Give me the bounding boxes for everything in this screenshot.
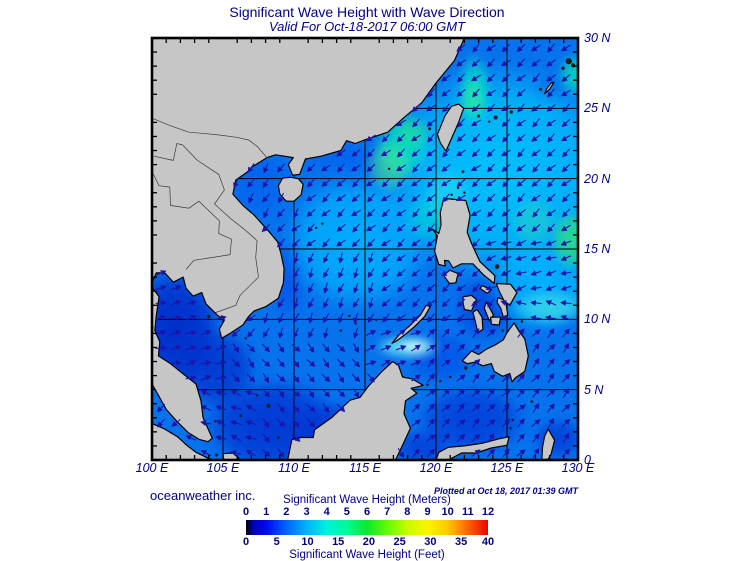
small-island: [511, 419, 513, 421]
small-island: [239, 414, 242, 417]
small-island: [561, 67, 564, 70]
small-island: [494, 115, 498, 119]
small-island: [488, 120, 490, 122]
feet-tick-label: 5: [265, 536, 289, 548]
small-island: [245, 337, 247, 339]
small-island: [462, 170, 465, 173]
small-island: [502, 329, 504, 331]
small-island: [426, 384, 428, 386]
x-tick-label: 120 E: [406, 461, 466, 475]
small-island: [449, 376, 451, 378]
small-island: [215, 454, 218, 457]
y-tick-label: 25 N: [584, 101, 610, 115]
small-island: [375, 319, 377, 321]
small-island: [315, 227, 317, 229]
small-island: [439, 380, 441, 382]
small-island: [571, 63, 575, 67]
small-island: [321, 222, 323, 224]
small-island: [477, 115, 480, 118]
y-tick-label: 30 N: [584, 31, 610, 45]
small-island: [450, 194, 452, 196]
feet-tick-label: 15: [326, 536, 350, 548]
y-tick-label: 15 N: [584, 242, 610, 256]
colorbar-title-feet: Significant Wave Height (Feet): [167, 549, 567, 561]
land-bohol: [491, 317, 501, 325]
x-tick-label: 125 E: [477, 461, 537, 475]
feet-tick-label: 10: [295, 536, 319, 548]
small-island: [463, 192, 465, 194]
small-island: [207, 315, 210, 318]
small-island: [509, 427, 511, 429]
x-tick-label: 100 E: [122, 461, 182, 475]
x-tick-label: 130 E: [548, 461, 608, 475]
feet-tick-label: 20: [357, 536, 381, 548]
small-island: [388, 168, 390, 170]
colorbar-title-meters: Significant Wave Height (Meters): [167, 494, 567, 506]
feet-tick-label: 35: [449, 536, 473, 548]
feet-tick-label: 40: [476, 536, 500, 548]
y-tick-label: 0: [584, 453, 591, 467]
small-island: [266, 404, 270, 408]
x-tick-label: 115 E: [335, 461, 395, 475]
small-island: [340, 329, 342, 331]
small-island: [428, 127, 431, 130]
y-tick-label: 10 N: [584, 312, 610, 326]
small-island: [277, 436, 280, 439]
small-island: [531, 400, 534, 403]
small-island: [495, 264, 500, 269]
meters-tick-label: 12: [476, 506, 500, 518]
small-island: [348, 315, 350, 317]
colorbar-gradient: [246, 520, 488, 535]
feet-tick-label: 0: [234, 536, 258, 548]
x-tick-label: 105 E: [193, 461, 253, 475]
feet-tick-label: 30: [418, 536, 442, 548]
small-island: [521, 320, 524, 323]
small-island: [566, 58, 572, 64]
feet-tick-label: 25: [388, 536, 412, 548]
y-tick-label: 5 N: [584, 383, 603, 397]
x-tick-label: 110 E: [264, 461, 324, 475]
small-island: [539, 88, 542, 91]
small-island: [464, 366, 467, 369]
y-tick-label: 20 N: [584, 172, 610, 186]
small-island: [510, 110, 513, 113]
